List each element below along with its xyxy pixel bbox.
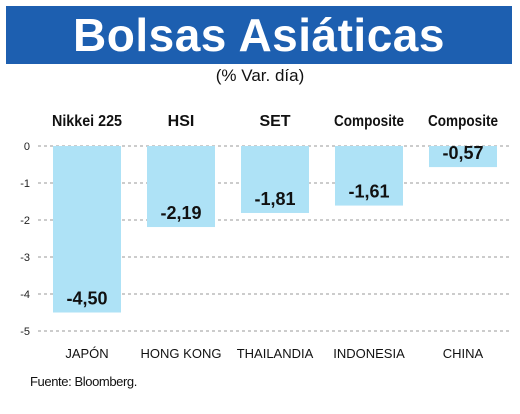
x-category-label: CHINA — [443, 346, 484, 361]
index-name-label: HSI — [168, 113, 195, 130]
bar — [53, 146, 121, 313]
bar — [147, 146, 215, 228]
chart-title: Bolsas Asiáticas — [73, 9, 445, 61]
y-tick-label: 0 — [24, 141, 30, 153]
index-name-label: Composite — [334, 113, 404, 130]
data-label: -1,61 — [348, 182, 389, 202]
data-label: -2,19 — [160, 203, 201, 223]
y-tick-label: -3 — [20, 252, 30, 264]
index-name-label: Nikkei 225 — [52, 113, 122, 130]
source-note: Fuente: Bloomberg. — [30, 374, 137, 389]
index-name-label: Composite — [428, 113, 498, 130]
x-category-label: THAILANDIA — [237, 346, 314, 361]
y-tick-label: -5 — [20, 326, 30, 338]
bar — [335, 146, 403, 206]
x-category-label: JAPÓN — [65, 346, 108, 361]
data-label: -4,50 — [66, 289, 107, 309]
index-name-label: SET — [259, 113, 290, 130]
data-label: -1,81 — [254, 189, 295, 209]
chart-subtitle: (% Var. día) — [215, 66, 305, 85]
bar — [429, 146, 497, 168]
y-tick-label: -2 — [20, 215, 30, 227]
title-banner: Bolsas Asiáticas — [6, 6, 512, 64]
y-tick-label: -1 — [20, 178, 30, 190]
data-label: -0,57 — [442, 143, 483, 163]
x-category-label: INDONESIA — [333, 346, 405, 361]
y-tick-label: -4 — [20, 289, 30, 301]
bar — [241, 146, 309, 213]
x-category-label: HONG KONG — [141, 346, 222, 361]
